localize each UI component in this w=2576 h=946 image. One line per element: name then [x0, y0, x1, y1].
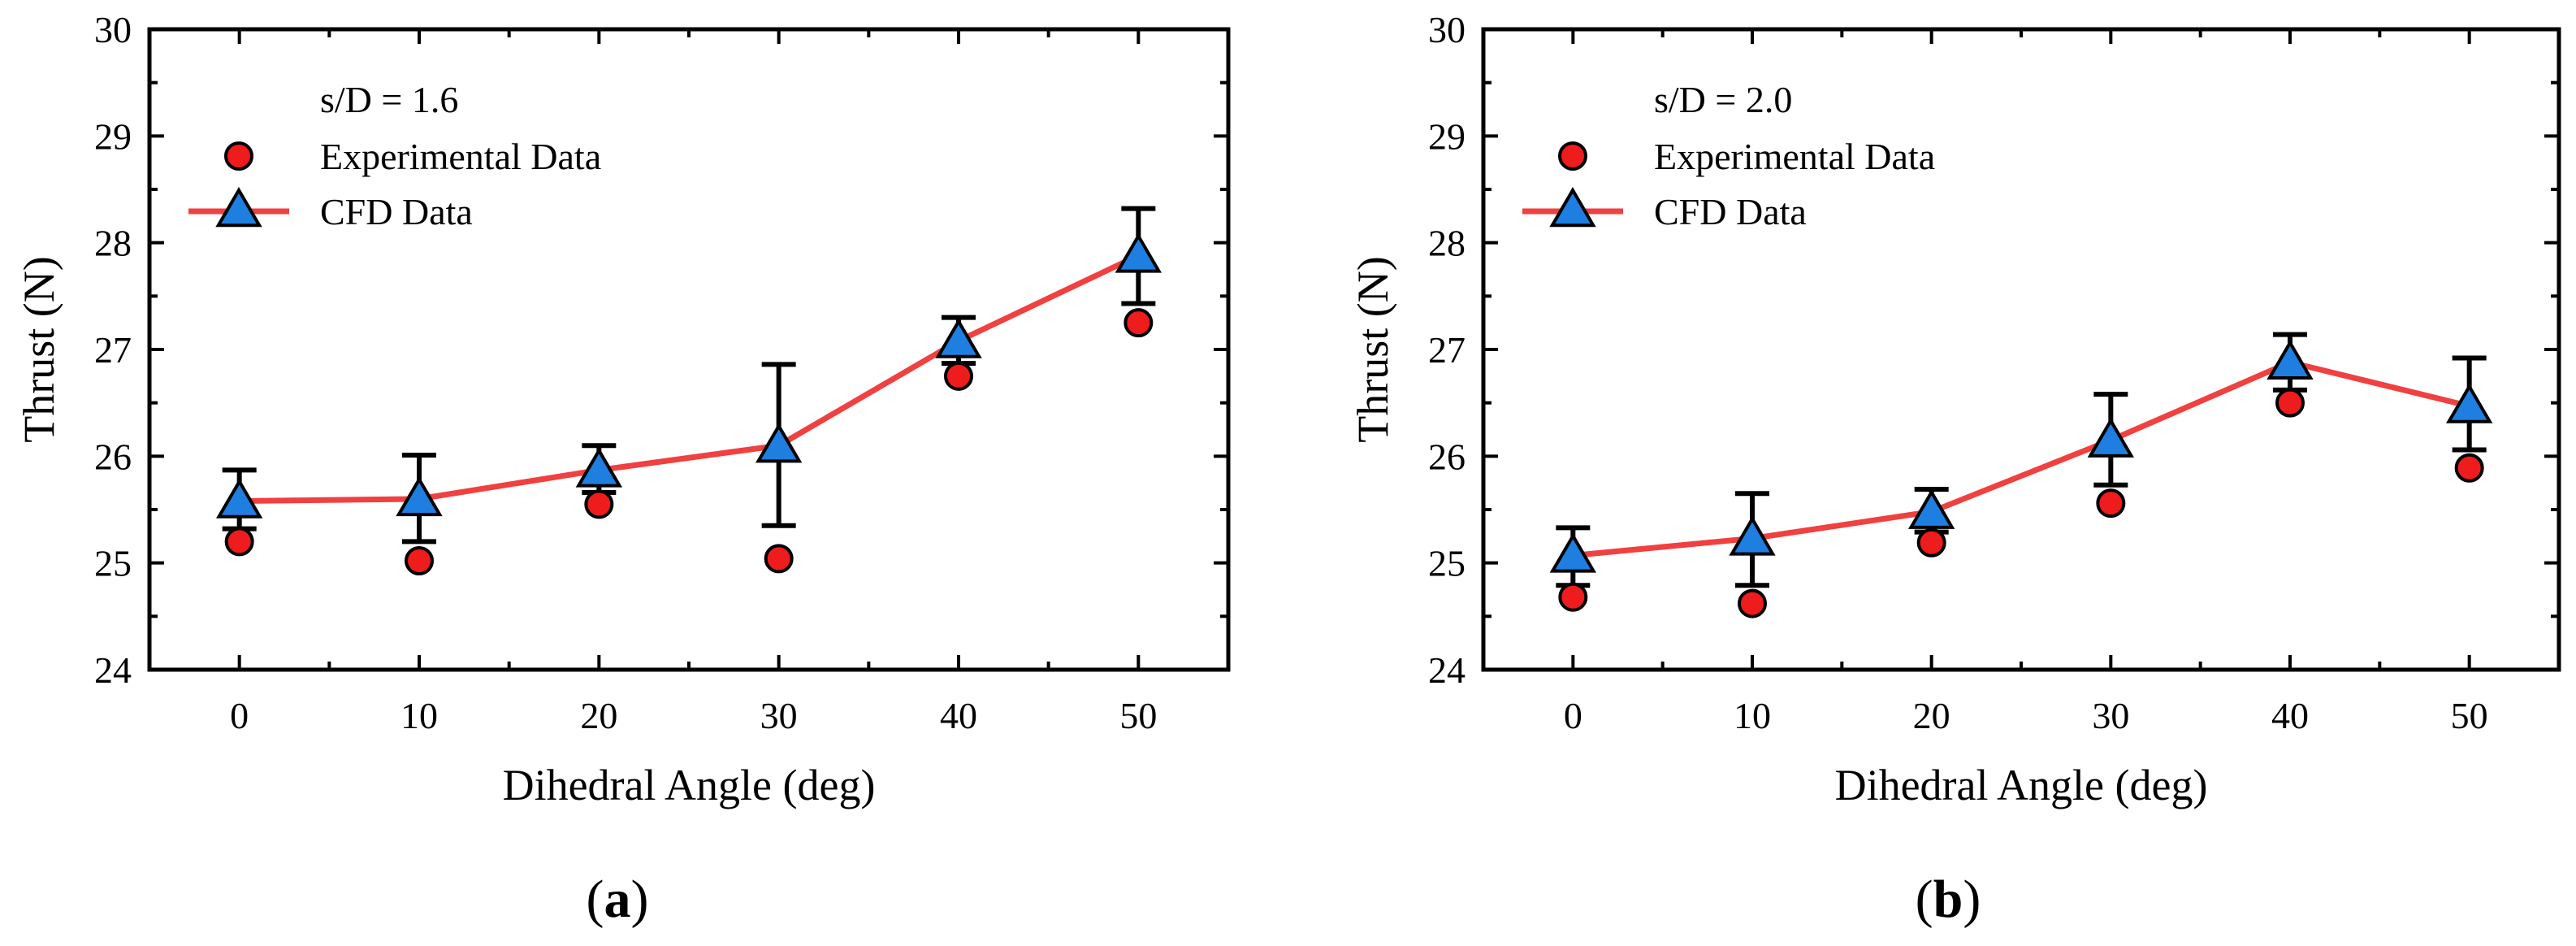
y-tick-label: 30	[1428, 9, 1466, 50]
y-tick-label: 28	[94, 223, 132, 264]
y-tick-label: 27	[94, 329, 132, 371]
panel-letter: a	[604, 870, 631, 929]
cfd-point	[1907, 488, 1955, 529]
cfd-point	[396, 475, 443, 517]
legend-label-cfd: CFD Data	[320, 191, 473, 232]
cfd-point	[1549, 532, 1597, 573]
panel-label: (b)	[1916, 870, 1981, 929]
x-tick-label: 30	[2092, 695, 2129, 736]
experimental-point	[764, 544, 794, 574]
experimental-point	[2096, 488, 2126, 519]
experimental-point	[2275, 388, 2305, 418]
x-tick-label: 20	[1913, 695, 1950, 736]
y-tick-label: 27	[1428, 329, 1466, 371]
x-axis-title: Dihedral Angle (deg)	[1835, 761, 2208, 809]
cfd-series-line	[1573, 359, 2470, 558]
experimental-point	[224, 527, 254, 557]
x-tick-label: 40	[2271, 695, 2309, 736]
legend-label-experimental: Experimental Data	[320, 136, 601, 177]
x-axis-title: Dihedral Angle (deg)	[503, 761, 876, 809]
x-tick-label: 50	[1119, 695, 1157, 736]
x-tick-label: 0	[230, 695, 249, 736]
legend-marker-experimental	[1558, 141, 1587, 171]
cfd-point	[1115, 232, 1162, 273]
experimental-point	[1738, 588, 1767, 618]
experimental-point	[584, 489, 614, 519]
plot-frame	[1481, 27, 2561, 672]
y-tick-label: 24	[94, 649, 132, 691]
experimental-point	[1916, 527, 1946, 558]
panel-letter: b	[1933, 870, 1963, 929]
y-tick-label: 28	[1428, 223, 1466, 264]
x-tick-label: 0	[1564, 695, 1582, 736]
annotation-label: s/D = 1.6	[320, 79, 458, 120]
cfd-point	[575, 447, 623, 488]
chart-panel-b: 0 10 20 30 40 50 24 25 26 27 28 29 30 Dihedral Angle …	[1349, 9, 2561, 929]
cfd-series-line	[239, 253, 1140, 504]
cfd-point	[755, 423, 803, 463]
cfd-point	[1729, 515, 1776, 556]
y-tick-label: 25	[94, 543, 132, 584]
cfd-point	[215, 478, 263, 519]
legend-label-cfd: CFD Data	[1654, 191, 1807, 232]
experimental-point	[1123, 308, 1154, 338]
x-tick-label: 30	[760, 695, 798, 736]
legend-label-experimental: Experimental Data	[1654, 136, 1935, 177]
experimental-point	[1558, 582, 1588, 612]
annotation-label: s/D = 2.0	[1654, 79, 1792, 120]
y-tick-label: 29	[1428, 115, 1466, 157]
legend-marker-cfd	[215, 187, 262, 228]
experimental-point	[2454, 453, 2484, 483]
y-tick-label: 30	[94, 9, 132, 50]
x-tick-label: 10	[1734, 695, 1771, 736]
legend-marker-cfd	[1549, 187, 1596, 228]
chart-panel-a: 0 10 20 30 40 50 24 25 26 27 28 29 30 Dihedral Angle …	[15, 9, 1231, 929]
y-tick-label: 26	[94, 436, 132, 477]
panel-label: (a)	[587, 870, 649, 929]
plot-frame	[147, 27, 1231, 672]
x-tick-label: 10	[400, 695, 438, 736]
y-tick-label: 25	[1428, 543, 1466, 584]
cfd-point	[935, 318, 982, 358]
experimental-point	[405, 546, 434, 576]
y-axis-title: Thrust (N)	[1349, 256, 1397, 442]
y-tick-label: 24	[1428, 649, 1466, 691]
y-tick-label: 26	[1428, 436, 1466, 477]
x-tick-label: 50	[2451, 695, 2488, 736]
cfd-point	[2087, 417, 2135, 458]
experimental-point	[944, 361, 973, 391]
legend-marker-experimental	[224, 141, 253, 171]
cfd-point	[2445, 383, 2493, 423]
x-tick-label: 40	[940, 695, 977, 736]
x-tick-label: 20	[580, 695, 617, 736]
y-axis-title: Thrust (N)	[15, 256, 63, 442]
y-tick-label: 29	[94, 115, 132, 157]
cfd-point	[2266, 339, 2314, 380]
